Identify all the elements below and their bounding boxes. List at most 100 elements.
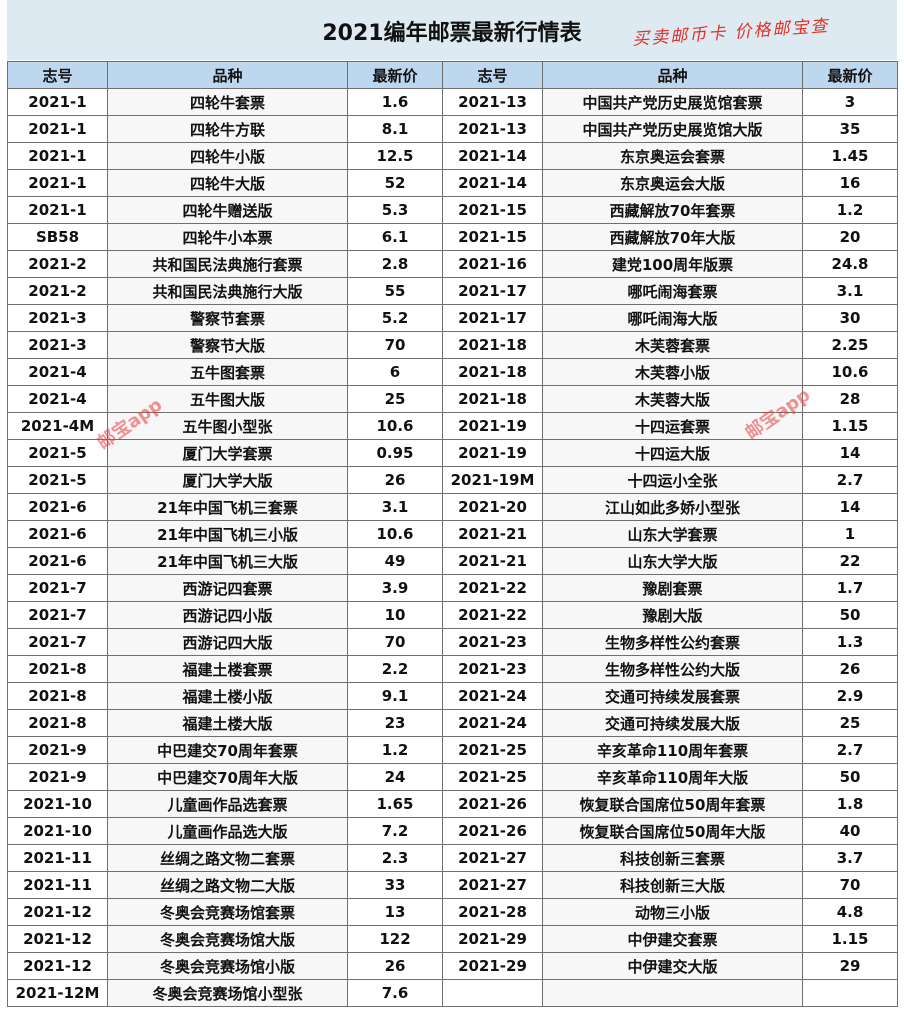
stamp-id: 2021-1 (7, 88, 108, 116)
price: 1.2 (802, 196, 898, 224)
stamp-name: 丝绸之路文物二套票 (107, 844, 348, 872)
price: 2.3 (347, 844, 443, 872)
stamp-id: 2021-14 (442, 142, 543, 170)
stamp-name: 厦门大学套票 (107, 439, 348, 467)
price: 70 (802, 871, 898, 899)
stamp-name: 警察节套票 (107, 304, 348, 332)
table-row: 2021-6 21年中国飞机三套票 3.1 2021-20 江山如此多娇小型张 14 (7, 493, 898, 521)
price: 24.8 (802, 250, 898, 278)
price: 0.95 (347, 439, 443, 467)
price: 2.25 (802, 331, 898, 359)
price: 20 (802, 223, 898, 251)
table-row: 2021-9 中巴建交70周年套票 1.2 2021-25 辛亥革命110周年套票 2.7 (7, 736, 898, 764)
price: 1 (802, 520, 898, 548)
table-row: 2021-3 警察节套票 5.2 2021-17 哪吒闹海大版 30 (7, 304, 898, 332)
stamp-name: 福建土楼大版 (107, 709, 348, 737)
stamp-id: 2021-7 (7, 574, 108, 602)
price: 1.6 (347, 88, 443, 116)
stamp-id: 2021-2 (7, 250, 108, 278)
price: 40 (802, 817, 898, 845)
stamp-name: 冬奥会竞赛场馆小型张 (107, 979, 348, 1007)
stamp-id: 2021-11 (7, 871, 108, 899)
price: 3.7 (802, 844, 898, 872)
price: 4.8 (802, 898, 898, 926)
stamp-name: 21年中国飞机三套票 (107, 493, 348, 521)
table-row: 2021-12 冬奥会竞赛场馆小版 26 2021-29 中伊建交大版 29 (7, 952, 898, 980)
price: 6.1 (347, 223, 443, 251)
stamp-name: 冬奥会竞赛场馆小版 (107, 952, 348, 980)
stamp-id: 2021-4 (7, 385, 108, 413)
stamp-name (542, 979, 803, 1007)
stamp-name: 十四运大版 (542, 439, 803, 467)
stamp-id: 2021-19 (442, 439, 543, 467)
price: 7.2 (347, 817, 443, 845)
stamp-name: 动物三小版 (542, 898, 803, 926)
table-row: 2021-10 儿童画作品选套票 1.65 2021-26 恢复联合国席位50周年套票 1… (7, 790, 898, 818)
price: 24 (347, 763, 443, 791)
stamp-id: 2021-21 (442, 520, 543, 548)
stamp-id: 2021-21 (442, 547, 543, 575)
price: 22 (802, 547, 898, 575)
table-row: 2021-5 厦门大学大版 26 2021-19M 十四运小全张 2.7 (7, 466, 898, 494)
stamp-id: 2021-1 (7, 142, 108, 170)
stamp-id: 2021-8 (7, 682, 108, 710)
table-row: 2021-12 冬奥会竞赛场馆大版 122 2021-29 中伊建交套票 1.15 (7, 925, 898, 953)
stamp-id: 2021-3 (7, 331, 108, 359)
stamp-name: 生物多样性公约大版 (542, 655, 803, 683)
stamp-name: 科技创新三大版 (542, 871, 803, 899)
price: 2.2 (347, 655, 443, 683)
stamp-name: 恢复联合国席位50周年套票 (542, 790, 803, 818)
price: 10.6 (802, 358, 898, 386)
stamp-name: 四轮牛方联 (107, 115, 348, 143)
stamp-name: 哪吒闹海套票 (542, 277, 803, 305)
column-header: 品种 (542, 61, 803, 89)
table-row: 2021-7 西游记四套票 3.9 2021-22 豫剧套票 1.7 (7, 574, 898, 602)
stamp-name: 豫剧套票 (542, 574, 803, 602)
price: 7.6 (347, 979, 443, 1007)
stamp-name: 十四运套票 (542, 412, 803, 440)
price: 23 (347, 709, 443, 737)
price: 26 (347, 466, 443, 494)
table-row: 2021-5 厦门大学套票 0.95 2021-19 十四运大版 14 (7, 439, 898, 467)
stamp-name: 21年中国飞机三大版 (107, 547, 348, 575)
stamp-id: 2021-13 (442, 88, 543, 116)
stamp-name: 东京奥运会套票 (542, 142, 803, 170)
stamp-id: 2021-1 (7, 169, 108, 197)
price: 1.65 (347, 790, 443, 818)
stamp-name: 十四运小全张 (542, 466, 803, 494)
stamp-id: 2021-28 (442, 898, 543, 926)
stamp-name: 五牛图套票 (107, 358, 348, 386)
stamp-name: 四轮牛小本票 (107, 223, 348, 251)
table-row: 2021-6 21年中国飞机三小版 10.6 2021-21 山东大学套票 1 (7, 520, 898, 548)
stamp-name: 儿童画作品选套票 (107, 790, 348, 818)
stamp-id: 2021-29 (442, 952, 543, 980)
stamp-id: 2021-20 (442, 493, 543, 521)
stamp-name: 木芙蓉套票 (542, 331, 803, 359)
stamp-name: 西游记四套票 (107, 574, 348, 602)
price: 9.1 (347, 682, 443, 710)
price: 2.7 (802, 466, 898, 494)
price: 26 (802, 655, 898, 683)
stamp-id: 2021-22 (442, 601, 543, 629)
table-row: 2021-8 福建土楼大版 23 2021-24 交通可持续发展大版 25 (7, 709, 898, 737)
price: 3 (802, 88, 898, 116)
table-row: 2021-7 西游记四大版 70 2021-23 生物多样性公约套票 1.3 (7, 628, 898, 656)
header-row: 志号 品种 最新价 志号 品种 最新价 (7, 61, 898, 89)
stamp-name: 厦门大学大版 (107, 466, 348, 494)
stamp-id: 2021-4 (7, 358, 108, 386)
stamp-id: 2021-8 (7, 709, 108, 737)
stamp-id: SB58 (7, 223, 108, 251)
stamp-id: 2021-5 (7, 466, 108, 494)
column-header: 最新价 (802, 61, 898, 89)
price: 13 (347, 898, 443, 926)
stamp-name: 东京奥运会大版 (542, 169, 803, 197)
price: 29 (802, 952, 898, 980)
stamp-id: 2021-27 (442, 871, 543, 899)
stamp-id: 2021-19 (442, 412, 543, 440)
stamp-id: 2021-22 (442, 574, 543, 602)
stamp-id: 2021-17 (442, 304, 543, 332)
stamp-id: 2021-13 (442, 115, 543, 143)
price: 1.3 (802, 628, 898, 656)
price: 8.1 (347, 115, 443, 143)
price: 1.45 (802, 142, 898, 170)
